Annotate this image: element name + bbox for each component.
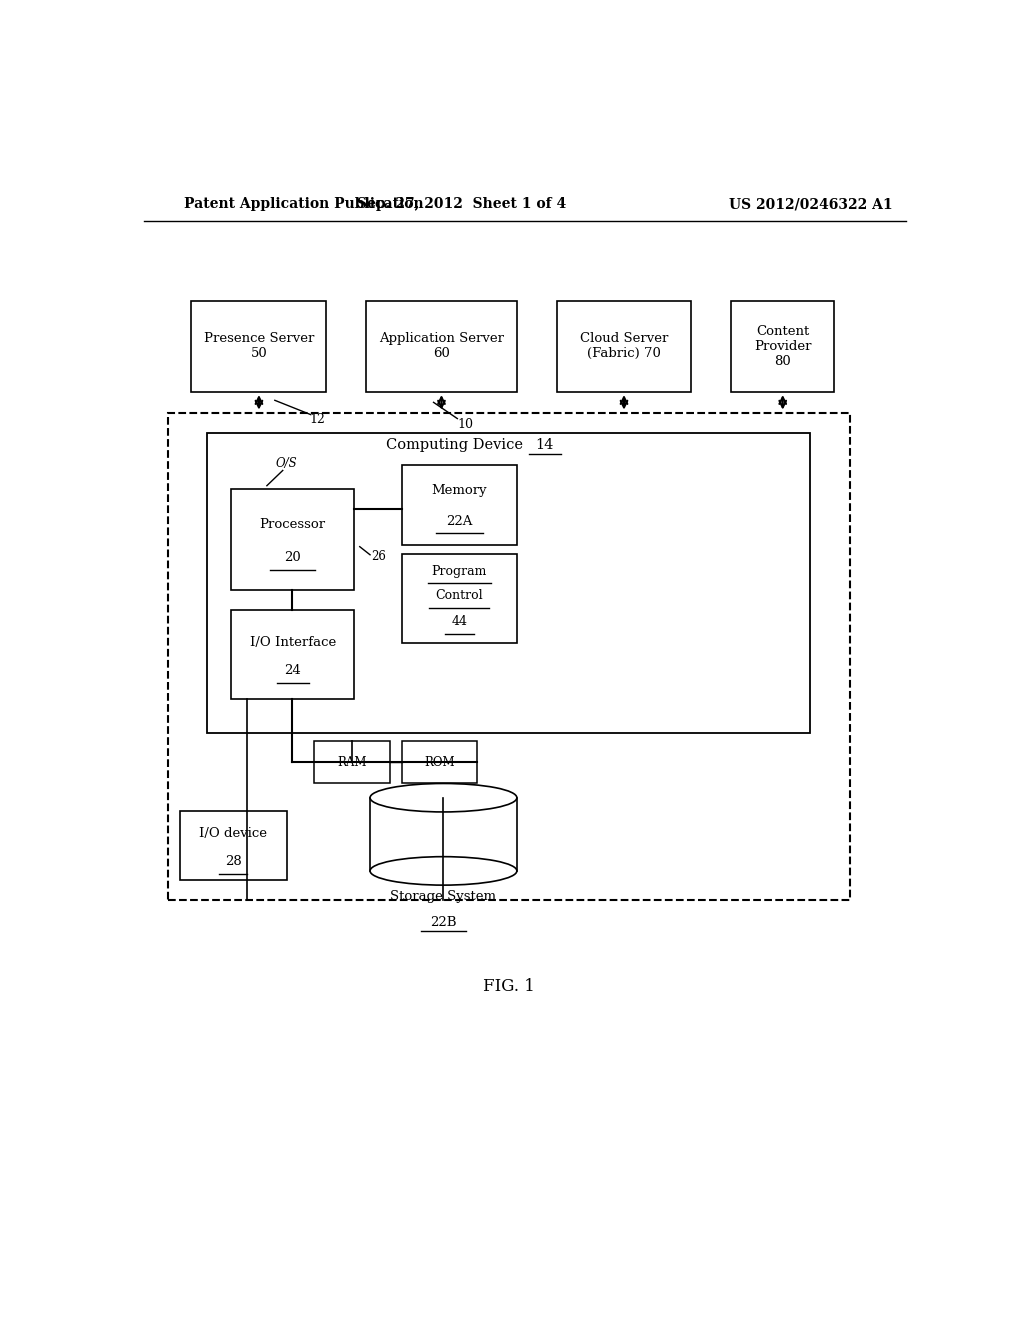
Text: Control: Control [435, 589, 483, 602]
Text: RAM: RAM [338, 755, 367, 768]
Text: 22A: 22A [446, 515, 472, 528]
FancyBboxPatch shape [231, 610, 354, 700]
Ellipse shape [370, 784, 517, 812]
Text: Processor: Processor [260, 517, 326, 531]
Text: 14: 14 [536, 438, 554, 451]
FancyBboxPatch shape [401, 741, 477, 784]
Text: Cloud Server
(Fabric) 70: Cloud Server (Fabric) 70 [580, 333, 669, 360]
Text: US 2012/0246322 A1: US 2012/0246322 A1 [729, 197, 892, 211]
Text: FIG. 1: FIG. 1 [483, 978, 535, 995]
FancyBboxPatch shape [207, 433, 811, 733]
FancyBboxPatch shape [168, 412, 850, 900]
Text: I/O device: I/O device [199, 826, 267, 840]
Text: Sep. 27, 2012  Sheet 1 of 4: Sep. 27, 2012 Sheet 1 of 4 [356, 197, 566, 211]
Text: 44: 44 [452, 615, 467, 628]
Text: 12: 12 [309, 413, 325, 426]
Text: O/S: O/S [275, 457, 298, 470]
FancyBboxPatch shape [370, 797, 517, 871]
Text: Patent Application Publication: Patent Application Publication [183, 197, 423, 211]
Text: Computing Device: Computing Device [386, 438, 537, 451]
FancyBboxPatch shape [401, 466, 517, 545]
Text: Memory: Memory [431, 484, 487, 498]
FancyBboxPatch shape [367, 301, 517, 392]
FancyBboxPatch shape [179, 810, 287, 880]
FancyBboxPatch shape [557, 301, 691, 392]
Text: 24: 24 [285, 664, 301, 677]
Text: 28: 28 [225, 855, 242, 869]
FancyBboxPatch shape [731, 301, 835, 392]
FancyBboxPatch shape [191, 301, 327, 392]
Text: I/O Interface: I/O Interface [250, 636, 336, 648]
Text: Program: Program [432, 565, 487, 578]
Text: 22B: 22B [430, 916, 457, 928]
FancyBboxPatch shape [314, 741, 390, 784]
Ellipse shape [370, 857, 517, 886]
Text: Presence Server
50: Presence Server 50 [204, 333, 314, 360]
FancyBboxPatch shape [401, 554, 517, 643]
FancyBboxPatch shape [231, 488, 354, 590]
Text: Content
Provider
80: Content Provider 80 [754, 325, 811, 368]
Text: 26: 26 [372, 550, 386, 564]
Text: Application Server
60: Application Server 60 [379, 333, 504, 360]
Text: 20: 20 [285, 552, 301, 565]
Text: ROM: ROM [424, 755, 455, 768]
Text: 10: 10 [458, 418, 473, 432]
Text: Storage System: Storage System [390, 890, 497, 903]
